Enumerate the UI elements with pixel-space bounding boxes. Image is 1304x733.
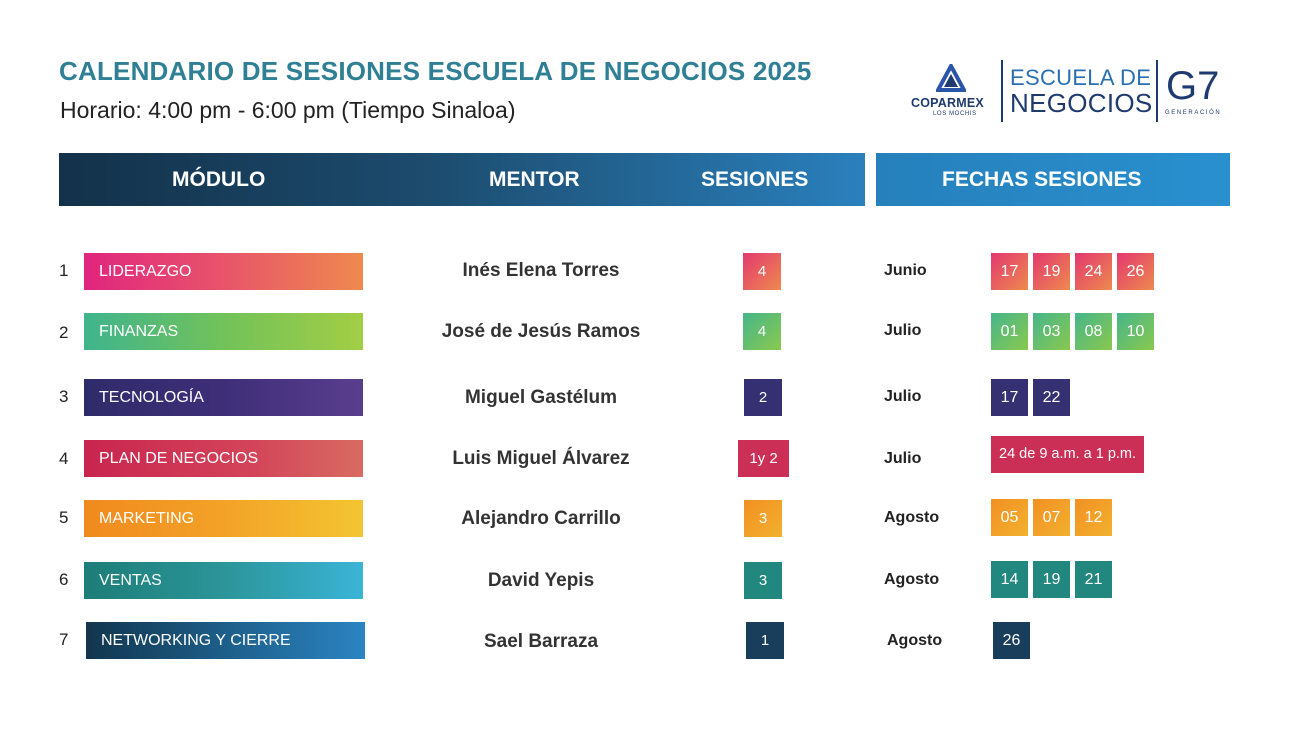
mentor-name: Sael Barraza	[483, 631, 599, 652]
session-month: Agosto	[887, 632, 943, 649]
module-label: PLAN DE NEGOCIOS	[84, 440, 363, 477]
logo-divider	[1001, 60, 1003, 122]
dates-header: FECHAS SESIONES	[876, 153, 1230, 206]
mentor-name: Miguel Gastélum	[464, 387, 618, 408]
date-box: 17	[991, 379, 1028, 416]
date-box: 08	[1075, 313, 1112, 350]
date-box: 12	[1075, 499, 1112, 536]
date-box: 21	[1075, 561, 1112, 598]
row-number: 7	[59, 630, 69, 649]
session-month: Julio	[884, 450, 922, 467]
module-label: TECNOLOGÍA	[84, 379, 363, 416]
header-modulo: MÓDULO	[172, 168, 266, 191]
escuela-logo-line2: NEGOCIOS	[1010, 88, 1153, 118]
sessions-badge: 3	[744, 562, 782, 599]
session-dates: 01 03 08 10	[991, 313, 1154, 350]
row-number: 1	[59, 261, 69, 280]
module-label: LIDERAZGO	[84, 253, 363, 290]
date-box: 05	[991, 499, 1028, 536]
session-month: Junio	[884, 262, 927, 279]
session-dates: 26	[993, 622, 1030, 659]
row-number: 3	[59, 387, 69, 406]
sessions-badge: 3	[744, 500, 782, 537]
date-box: 14	[991, 561, 1028, 598]
module-label: NETWORKING Y CIERRE	[86, 622, 365, 659]
mentor-name: Inés Elena Torres	[462, 260, 620, 281]
row-number: 5	[59, 508, 69, 527]
module-label: FINANZAS	[84, 313, 363, 350]
escuela-logo-line1: ESCUELA DE	[1010, 65, 1152, 90]
row-number: 4	[59, 449, 69, 468]
mentor-name: Luis Miguel Álvarez	[452, 448, 630, 469]
generacion-label: GENERACIÓN	[1165, 110, 1222, 116]
row-number: 2	[59, 323, 69, 342]
date-box: 24 de 9 a.m. a 1 p.m.	[991, 436, 1145, 473]
session-month: Agosto	[884, 509, 940, 526]
sessions-badge: 1	[746, 622, 784, 659]
page-title: CALENDARIO DE SESIONES ESCUELA DE NEGOCI…	[59, 56, 812, 86]
date-box: 24	[1075, 253, 1112, 290]
sessions-badge: 4	[743, 313, 781, 350]
header-fechas: FECHAS SESIONES	[942, 168, 1142, 191]
row-number: 6	[59, 570, 69, 589]
session-month: Julio	[884, 322, 922, 339]
coparmex-name: COPARMEX	[911, 96, 984, 110]
session-dates: 05 07 12	[991, 499, 1112, 536]
date-box: 17	[991, 253, 1028, 290]
session-month: Julio	[884, 388, 922, 405]
module-label: MARKETING	[84, 500, 363, 537]
table-header: MÓDULO MENTOR SESIONES	[59, 153, 865, 206]
session-month: Agosto	[884, 571, 940, 588]
mentor-name: David Yepis	[487, 570, 595, 591]
date-box: 26	[993, 622, 1030, 659]
date-box: 19	[1033, 561, 1070, 598]
date-box: 26	[1117, 253, 1154, 290]
date-box: 01	[991, 313, 1028, 350]
mentor-name: Alejandro Carrillo	[461, 508, 621, 529]
module-label: VENTAS	[84, 562, 363, 599]
date-box: 03	[1033, 313, 1070, 350]
date-box: 19	[1033, 253, 1070, 290]
sessions-badge: 1y 2	[738, 440, 789, 477]
date-box: 10	[1117, 313, 1154, 350]
session-dates: 24 de 9 a.m. a 1 p.m.	[991, 436, 1145, 473]
sessions-badge: 2	[744, 379, 782, 416]
coparmex-sub: LOS MOCHIS	[933, 111, 977, 117]
header-mentor: MENTOR	[489, 168, 580, 191]
logos-area: COPARMEX LOS MOCHIS ESCUELA DE NEGOCIOS …	[906, 58, 1236, 124]
date-box: 22	[1033, 379, 1070, 416]
session-dates: 14 19 21	[991, 561, 1112, 598]
date-box: 07	[1033, 499, 1070, 536]
schedule-subtitle: Horario: 4:00 pm - 6:00 pm (Tiempo Sinal…	[60, 97, 516, 123]
header-sesiones: SESIONES	[701, 168, 809, 191]
mentor-name: José de Jesús Ramos	[441, 321, 641, 342]
sessions-badge: 4	[743, 253, 781, 290]
coparmex-logo-icon	[936, 64, 966, 92]
session-dates: 17 22	[991, 379, 1070, 416]
g7-logo: G7	[1166, 64, 1220, 108]
logo-divider	[1156, 60, 1158, 122]
session-dates: 17 19 24 26	[991, 253, 1154, 290]
